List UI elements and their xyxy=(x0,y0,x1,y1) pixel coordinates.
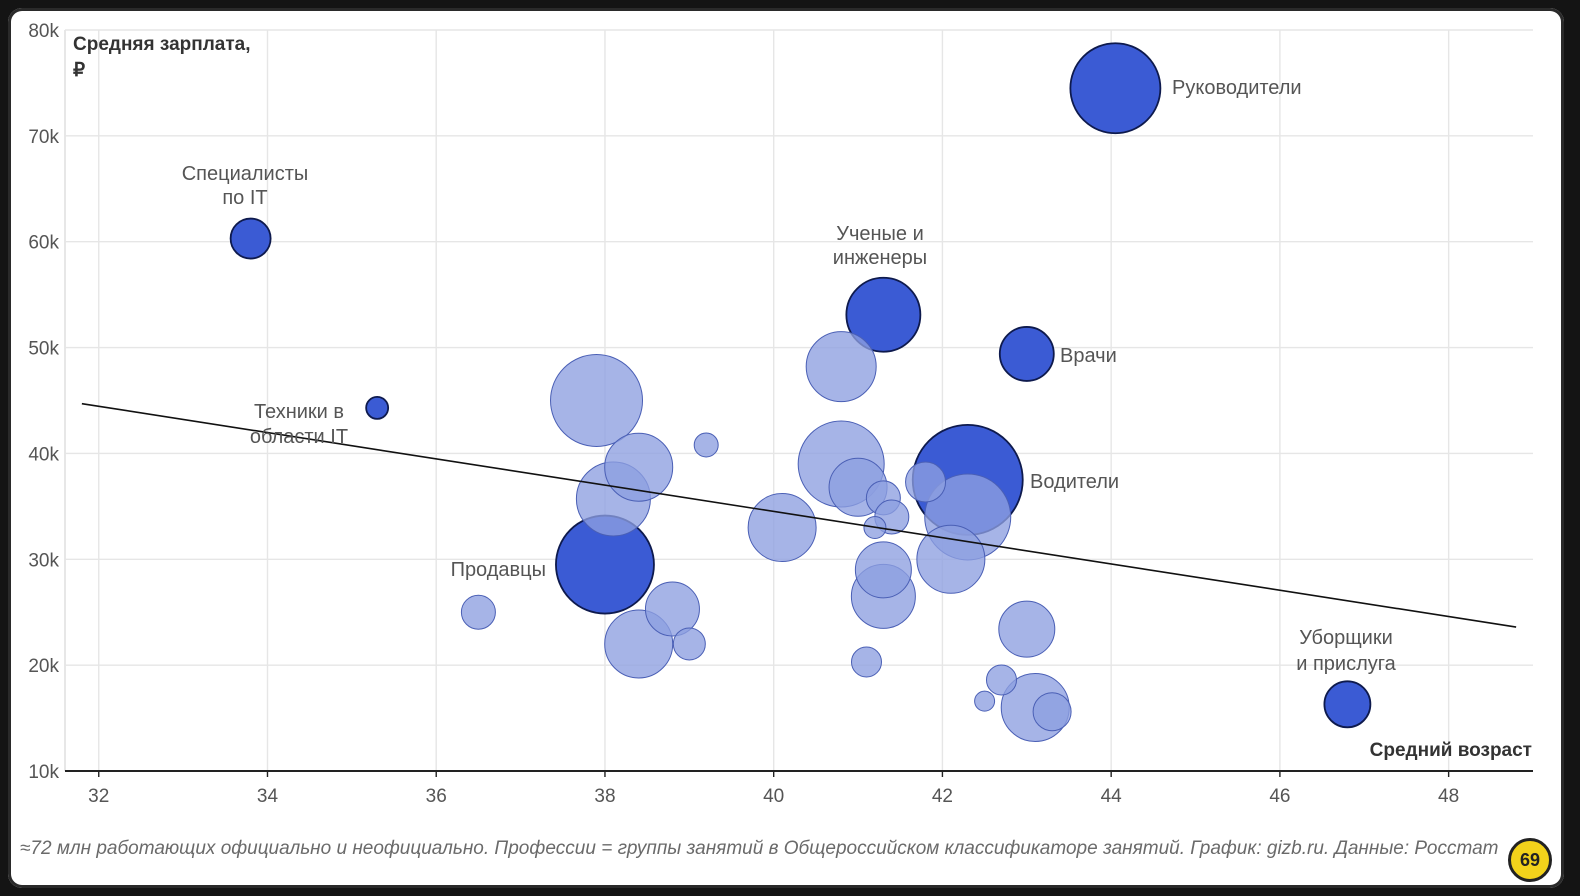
x-tick-label: 48 xyxy=(1438,786,1459,807)
x-tick-label: 32 xyxy=(88,786,109,807)
bubble xyxy=(672,627,706,661)
bubble-highlighted xyxy=(1069,42,1162,135)
logo-badge: 69 xyxy=(1508,838,1552,882)
label-it-tech-line1: Техники в xyxy=(254,401,344,423)
y-tick-label: 10k xyxy=(28,762,59,783)
label-sellers: Продавцы xyxy=(451,559,546,581)
bubbles xyxy=(229,42,1372,742)
y-tick-label: 40k xyxy=(28,444,59,465)
y-tick-label: 20k xyxy=(28,656,59,677)
y-axis-ticks: 10k 20k 30k 40k 50k 60k 70k 80k xyxy=(28,21,59,783)
bubble xyxy=(850,646,882,678)
bubble xyxy=(998,600,1056,658)
bubble-highlighted xyxy=(229,217,272,260)
y-tick-label: 80k xyxy=(28,21,59,42)
x-tick-label: 42 xyxy=(932,786,953,807)
label-scientists-line1: Ученые и xyxy=(836,223,924,245)
x-tick-label: 36 xyxy=(426,786,447,807)
bubble xyxy=(460,594,496,630)
y-axis-title-line1: Средняя зарплата, xyxy=(73,34,251,55)
bubble-highlighted xyxy=(365,396,390,420)
label-cleaners-line1: Уборщики xyxy=(1299,627,1393,649)
y-tick-label: 60k xyxy=(28,233,59,254)
label-scientists-line2: инженеры xyxy=(833,247,927,269)
bubble-highlighted xyxy=(845,276,922,353)
y-tick-label: 50k xyxy=(28,339,59,360)
x-axis-ticks: 32 34 36 38 40 42 44 46 48 xyxy=(88,786,1459,807)
x-tick-label: 40 xyxy=(763,786,784,807)
x-tick-label: 44 xyxy=(1101,786,1123,807)
label-doctors: Врачи xyxy=(1060,345,1117,367)
bubble-chart: 10k 20k 30k 40k 50k 60k 70k 80k 32 34 36 38 40 42 44 4… xyxy=(28,21,1533,807)
bubble xyxy=(693,432,719,458)
label-it-tech-line2: области IT xyxy=(250,426,348,448)
bubble xyxy=(974,690,996,712)
label-drivers: Водители xyxy=(1030,471,1119,493)
bubble xyxy=(604,432,674,502)
bubble xyxy=(854,541,912,599)
footnote: ≈72 млн работающих официально и неофициа… xyxy=(20,838,1499,859)
label-managers: Руководители xyxy=(1172,77,1302,99)
bubble xyxy=(985,664,1017,696)
grid xyxy=(64,29,1533,777)
y-tick-label: 70k xyxy=(28,127,59,148)
bubble xyxy=(644,581,700,637)
bubble-highlighted xyxy=(998,326,1055,382)
x-tick-label: 46 xyxy=(1269,786,1290,807)
y-tick-label: 30k xyxy=(28,550,59,571)
bubble-highlighted xyxy=(1323,680,1372,729)
bubble xyxy=(905,461,947,503)
x-tick-label: 38 xyxy=(594,786,615,807)
x-axis-title: Средний возраст xyxy=(1370,740,1532,761)
trend-line xyxy=(81,402,1517,628)
bubble xyxy=(1032,692,1072,732)
bubble xyxy=(747,493,817,563)
bubble xyxy=(805,331,877,403)
x-tick-label: 34 xyxy=(257,786,279,807)
label-it-specialists-line1: Специалисты xyxy=(182,163,309,185)
label-it-specialists-line2: по IT xyxy=(222,187,267,209)
bubble xyxy=(550,354,644,447)
chart-frame: 10k 20k 30k 40k 50k 60k 70k 80k 32 34 36 38 40 42 44 4… xyxy=(8,8,1564,888)
label-cleaners-line2: и прислуга xyxy=(1296,653,1396,675)
y-axis-title-line2: ₽ xyxy=(73,60,85,81)
